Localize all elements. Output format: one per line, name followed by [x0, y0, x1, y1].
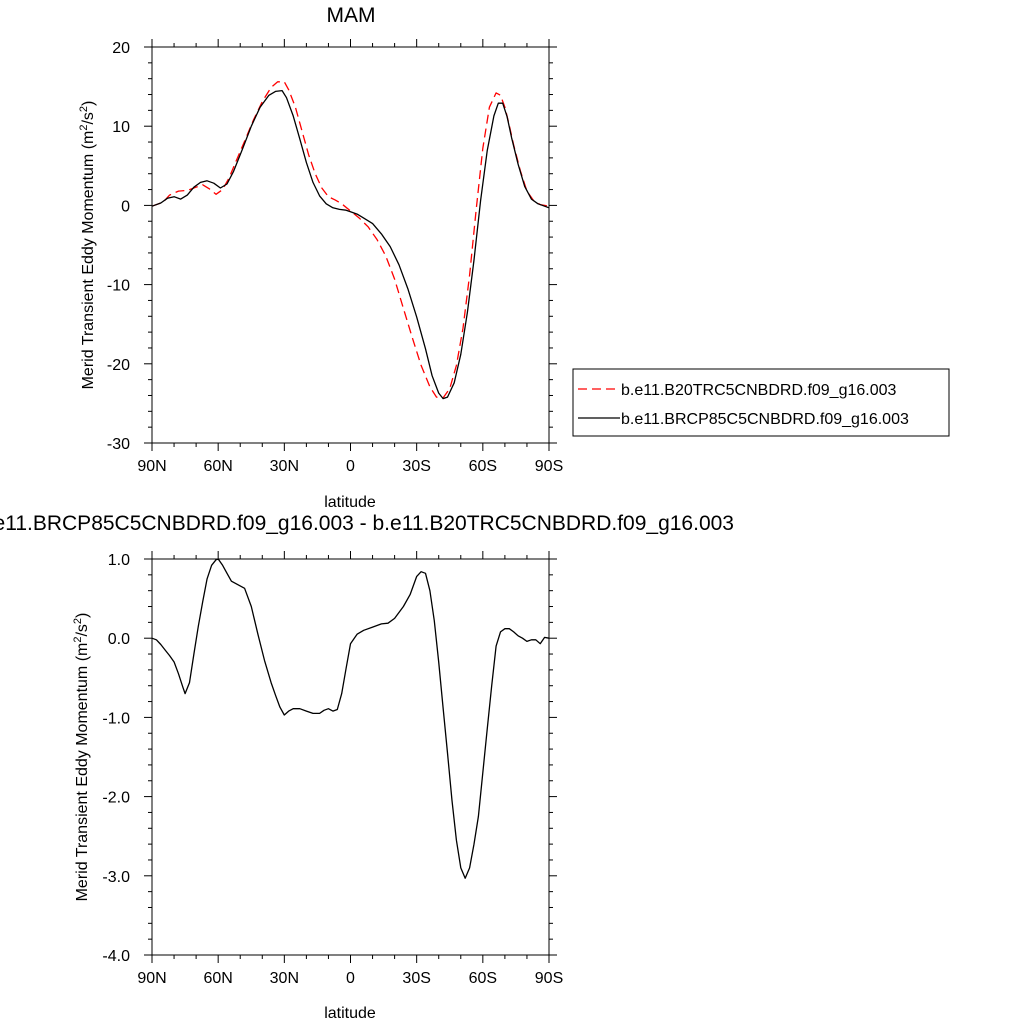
chart0-x-tick-label: 90N [137, 458, 166, 475]
top-chart-frame [151, 46, 550, 444]
legend-entry-1: b.e11.B20TRC5CNBDRD.f09_g16.003 [621, 382, 897, 399]
chart0-y-tick-label: -10 [107, 278, 130, 295]
chart1-x-tick-label: 60N [203, 970, 232, 987]
chart1-x-tick-label: 0 [346, 970, 355, 987]
chart1-y-tick-label: 1.0 [108, 552, 130, 569]
chart0-y-tick-label: 0 [121, 198, 130, 215]
chart0-series-line-1 [151, 81, 550, 399]
bottom-chart-title: b.e11.BRCP85C5CNBDRD.f09_g16.003 - b.e11… [0, 512, 734, 535]
bottom-chart-series [151, 558, 550, 879]
bottom-chart-xlabel: latitude [324, 1005, 376, 1022]
top-chart: MAM 90N 60N 30N 0 30S 60S 90S 20 10 0 -10 -20 -30 la… [78, 4, 563, 511]
top-chart-title: MAM [327, 4, 376, 27]
bottom-chart-ticks: 90N 60N 30N 0 30S 60S 90S 1.0 0.0 -1.0 -2.0 -3.0 -4.… [102, 551, 563, 987]
chart1-x-tick-label: 30S [402, 970, 430, 987]
chart1-x-tick-label: 90N [137, 970, 166, 987]
top-chart-ylabel: Merid Transient Eddy Momentum (m2/s2) [78, 101, 97, 390]
chart0-x-tick-label: 90S [535, 458, 563, 475]
bottom-chart: b.e11.BRCP85C5CNBDRD.f09_g16.003 - b.e11… [0, 512, 734, 1022]
chart1-y-tick-label: 0.0 [108, 631, 130, 648]
legend-entry-2: b.e11.BRCP85C5CNBDRD.f09_g16.003 [621, 411, 909, 428]
chart1-series-line-1 [151, 558, 550, 879]
chart1-y-tick-label: -1.0 [102, 710, 130, 727]
chart1-x-tick-label: 90S [535, 970, 563, 987]
chart0-y-tick-label: -20 [107, 357, 130, 374]
chart1-y-tick-label: -4.0 [102, 948, 130, 965]
chart0-x-tick-label: 0 [346, 458, 355, 475]
chart0-y-tick-label: -30 [107, 436, 130, 453]
chart1-y-tick-label: -2.0 [102, 790, 130, 807]
chart0-x-tick-label: 30S [402, 458, 430, 475]
top-chart-ticks: 90N 60N 30N 0 30S 60S 90S 20 10 0 -10 -20 -30 [107, 39, 563, 475]
chart0-x-tick-label: 30N [270, 458, 299, 475]
chart1-x-tick-label: 30N [270, 970, 299, 987]
chart0-y-tick-label: 10 [112, 119, 130, 136]
chart0-y-tick-label: 20 [112, 40, 130, 57]
bottom-chart-frame [151, 558, 550, 956]
chart0-x-tick-label: 60N [203, 458, 232, 475]
chart0-x-tick-label: 60S [469, 458, 497, 475]
top-chart-series [151, 81, 550, 400]
legend: b.e11.B20TRC5CNBDRD.f09_g16.003 b.e11.BR… [572, 368, 950, 437]
chart1-x-tick-label: 60S [469, 970, 497, 987]
chart1-y-tick-label: -3.0 [102, 869, 130, 886]
top-chart-xlabel: latitude [324, 494, 376, 511]
chart0-series-line-2 [151, 89, 550, 400]
bottom-chart-ylabel: Merid Transient Eddy Momentum (m2/s2) [72, 613, 91, 902]
legend-box [572, 368, 950, 437]
